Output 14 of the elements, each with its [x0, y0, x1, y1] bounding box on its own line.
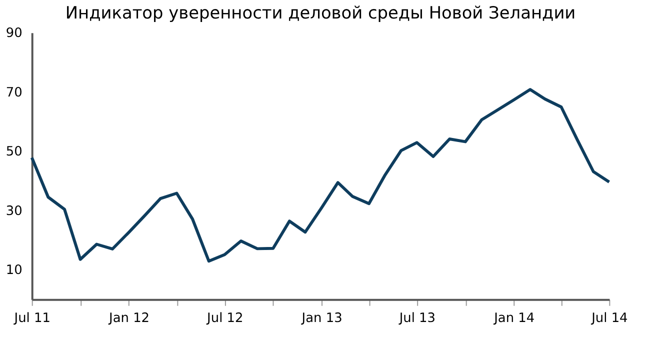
x-tick-label: Jul 13 [398, 310, 436, 326]
chart-title: Индикатор уверенности деловой среды Новой Зеландии [65, 2, 576, 23]
y-tick-label: 90 [6, 26, 22, 42]
x-tick-label: Jul 12 [206, 310, 244, 326]
x-tick-label: Jul 11 [13, 310, 50, 326]
line-series [30, 88, 611, 263]
x-tick-label: Jan 14 [493, 310, 535, 326]
y-tick-label: 30 [6, 204, 22, 219]
x-tick-label: Jul 14 [590, 310, 628, 326]
x-tick-label: Jan 12 [108, 310, 150, 326]
y-tick-label: 10 [6, 263, 22, 278]
x-tick-label: Jan 13 [300, 310, 342, 326]
y-tick-label: 70 [6, 85, 22, 100]
y-tick-label: 50 [6, 144, 22, 160]
